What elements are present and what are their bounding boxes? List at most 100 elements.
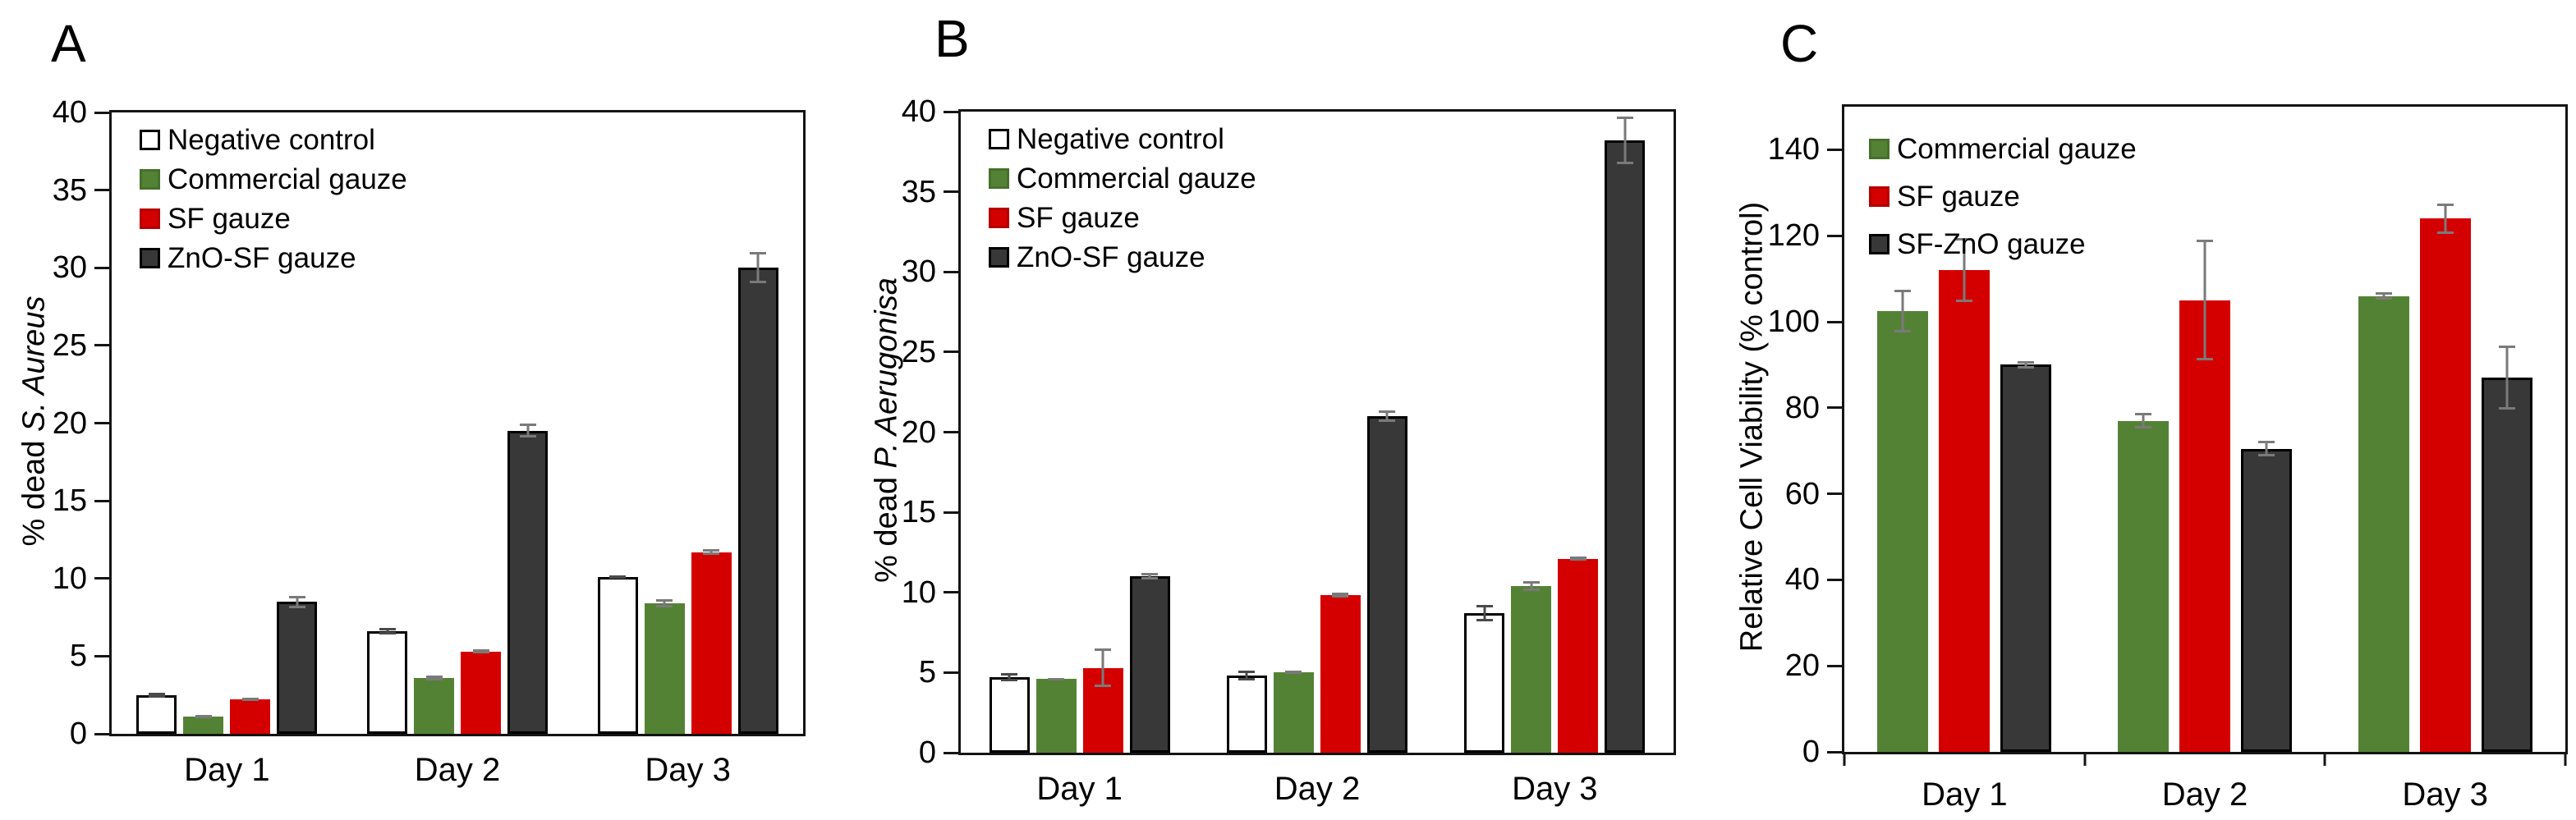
y-axis-tick xyxy=(1827,234,1842,237)
error-bar xyxy=(1894,289,1912,333)
y-axis-tick-label: 60 xyxy=(1784,476,1820,511)
y-axis-title-c: Relative Cell Viability (% control) xyxy=(1735,202,1770,652)
y-axis-tick xyxy=(94,111,109,114)
error-bar xyxy=(2375,292,2392,300)
x-axis-category-label: Day 3 xyxy=(2402,776,2488,813)
bar-groups-b xyxy=(961,112,1674,753)
y-axis-tick-label: 15 xyxy=(901,495,936,530)
y-axis-title-text: Relative Cell Viability (% control) xyxy=(1734,201,1770,653)
y-axis-tick-label: 15 xyxy=(52,483,87,519)
error-bar-cap xyxy=(750,252,767,255)
bar-negative-control xyxy=(136,694,177,734)
error-bar-line xyxy=(1963,237,1966,303)
panel-label-c: C xyxy=(1780,14,1820,73)
error-bar xyxy=(1141,573,1159,580)
bar-commercial-gauze xyxy=(644,603,685,734)
error-bar-line xyxy=(1623,116,1627,165)
y-axis-tick xyxy=(944,431,958,433)
error-bar-cap xyxy=(2197,358,2213,361)
error-bar-line xyxy=(1148,573,1151,580)
bar-slot xyxy=(1226,112,1267,753)
category-group xyxy=(572,112,803,734)
bar-sf-gauze xyxy=(461,651,501,734)
bar-zno-sf-gauze xyxy=(507,430,548,734)
bar-commercial-gauze xyxy=(2118,420,2169,752)
x-axis-tick xyxy=(2323,752,2326,766)
legend-label: Negative control xyxy=(1017,123,1224,155)
error-bar xyxy=(1476,605,1493,621)
y-axis-tick-label: 100 xyxy=(1767,305,1820,340)
legend-label: ZnO-SF gauze xyxy=(1017,241,1205,273)
legend-a: Negative control Commercial gauze SF gauze… xyxy=(140,126,407,273)
error-bar-cap xyxy=(656,604,673,607)
bar-slot xyxy=(1366,112,1407,753)
y-axis-tick xyxy=(94,577,109,580)
category-group xyxy=(112,112,342,734)
bar-slot xyxy=(2118,107,2169,752)
error-bar xyxy=(379,628,396,634)
legend-swatch-icon xyxy=(140,169,160,190)
bar-slot xyxy=(367,112,407,734)
legend-label: SF gauze xyxy=(168,203,291,235)
x-axis-labels-b: Day 1 Day 2 Day 3 xyxy=(961,771,1674,808)
error-bar-cap xyxy=(1095,684,1112,687)
bar-slot xyxy=(737,112,778,734)
legend-item: ZnO-SF gauze xyxy=(989,243,1256,272)
legend-label: Negative control xyxy=(168,124,375,156)
error-bar xyxy=(1048,677,1065,680)
y-axis-tick xyxy=(94,499,109,502)
x-axis-category-label: Day 3 xyxy=(1512,771,1598,807)
error-bar-cap xyxy=(1956,237,1973,241)
category-group xyxy=(1844,107,2085,752)
panel-label-b: B xyxy=(934,9,971,68)
error-bar xyxy=(2197,240,2213,361)
error-bar-cap xyxy=(148,692,165,695)
bar-groups-a xyxy=(112,112,803,734)
error-bar-cap xyxy=(609,576,627,579)
error-bar xyxy=(2018,361,2035,369)
error-bar xyxy=(1095,648,1112,687)
error-bar-line xyxy=(2382,292,2385,300)
error-bar xyxy=(750,252,767,284)
error-bar-line xyxy=(2444,203,2447,234)
bar-sf-gauze xyxy=(2419,218,2471,752)
bar-slot xyxy=(1939,107,1991,752)
bar-slot xyxy=(1035,112,1077,753)
error-bar xyxy=(1522,581,1540,591)
bar-slot xyxy=(1511,112,1552,753)
error-bar-cap xyxy=(241,699,259,702)
error-bar-cap xyxy=(2375,292,2392,295)
bar-commercial-gauze xyxy=(414,677,454,734)
y-axis-tick-label: 5 xyxy=(69,639,87,674)
legend-swatch-icon xyxy=(989,208,1009,228)
error-bar xyxy=(656,599,673,607)
y-axis-tick-label: 35 xyxy=(52,172,87,208)
error-bar-cap xyxy=(1048,677,1065,680)
error-bar-line xyxy=(2142,413,2145,428)
bar-slot xyxy=(136,112,177,734)
x-axis-tick xyxy=(2083,752,2087,766)
plot-area-b: Negative control Commercial gauze SF gauze… xyxy=(902,96,1676,807)
error-bar-cap xyxy=(195,716,212,719)
error-bar xyxy=(1956,237,1973,303)
legend-swatch-icon xyxy=(140,130,160,150)
error-bar xyxy=(1285,671,1302,675)
error-bar-cap xyxy=(1616,116,1633,119)
bar-sf-gauze xyxy=(1558,558,1599,753)
bar-slot xyxy=(1082,112,1123,753)
error-bar-line xyxy=(756,252,760,284)
y-axis-tick-label: 0 xyxy=(918,735,936,770)
y-axis-tick xyxy=(94,344,109,347)
error-bar-line xyxy=(709,548,713,556)
bar-negative-control xyxy=(367,631,407,734)
y-axis-tick-label: 25 xyxy=(52,328,87,363)
error-bar xyxy=(195,715,212,719)
legend-swatch-icon xyxy=(1869,234,1890,254)
legend-label: SF gauze xyxy=(1017,202,1140,234)
bar-zno-sf-gauze xyxy=(277,602,318,734)
error-bar xyxy=(2436,203,2454,234)
error-bar-cap xyxy=(609,575,627,578)
error-bar-cap xyxy=(1238,671,1256,674)
bar-sf-gauze xyxy=(2179,300,2230,752)
